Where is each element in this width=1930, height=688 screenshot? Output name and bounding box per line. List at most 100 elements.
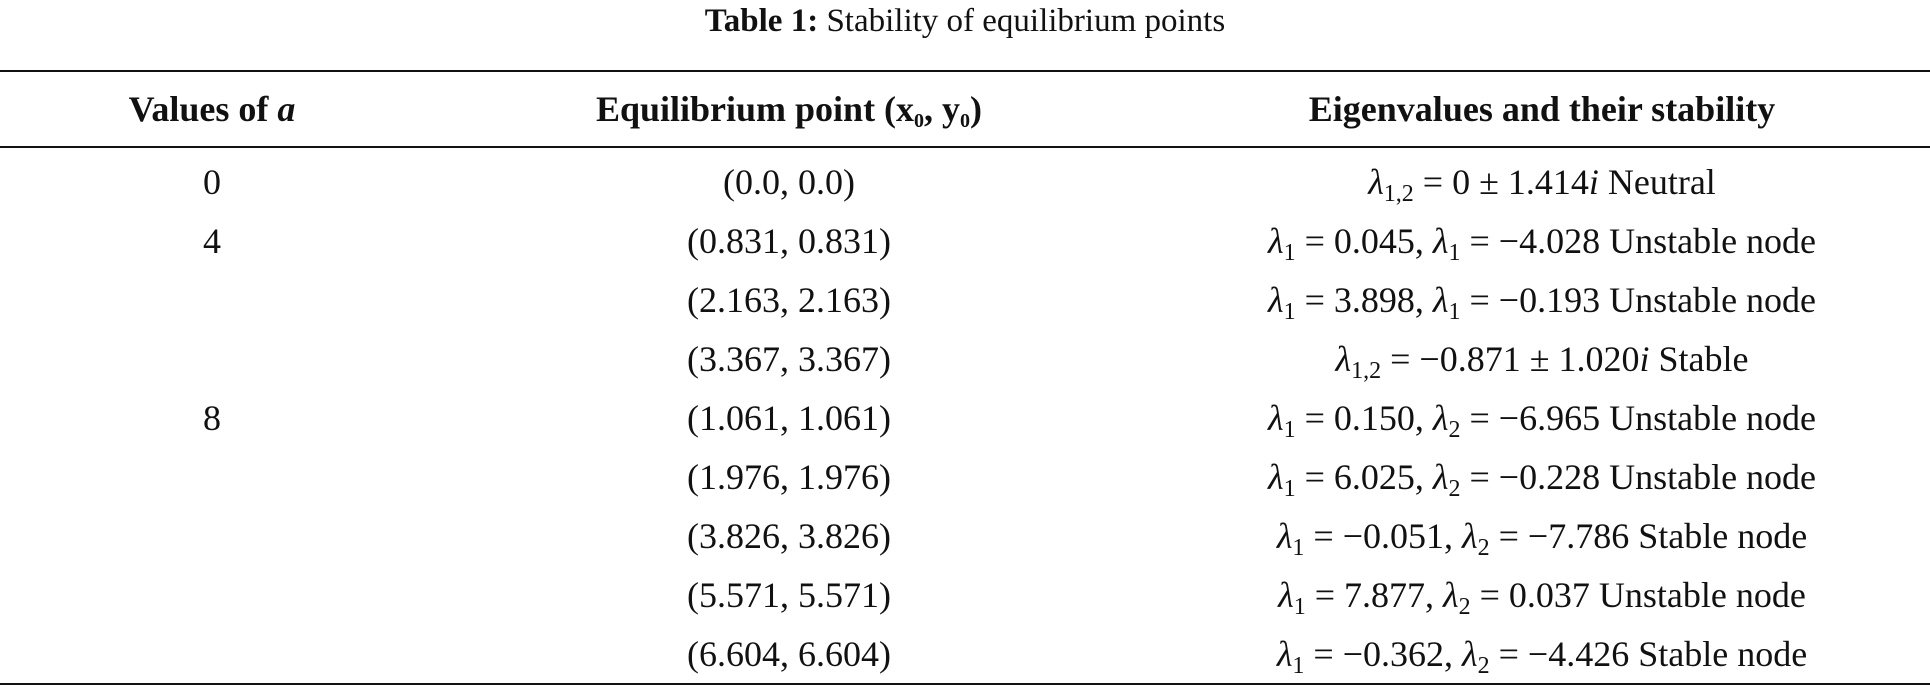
table-row: (6.604, 6.604) λ1 = −0.362, λ2 = −4.426 S…	[0, 624, 1930, 683]
table-row: (2.163, 2.163) λ1 = 3.898, λ1 = −0.193 Un…	[0, 270, 1930, 329]
lambda-symbol: λ	[1462, 515, 1478, 556]
eigenvalue-text: = 0 ± 1.414	[1413, 161, 1589, 202]
eigenvalue-text: = 0.037	[1470, 574, 1590, 615]
lambda-symbol: λ	[1368, 161, 1384, 202]
lambda-subscript: 1	[1283, 416, 1296, 443]
cell-equilibrium-point: (6.604, 6.604)	[687, 633, 891, 674]
eigenvalue-text: = −4.426	[1489, 633, 1630, 674]
eigenvalue-text: = 0.045,	[1295, 220, 1433, 261]
header-equilibrium-point: Equilibrium point (x0, y0)	[595, 89, 983, 132]
cell-value-of-a	[0, 447, 424, 506]
stability-label: Unstable node	[1600, 220, 1817, 261]
cell-eigenvalues: λ1 = −0.362, λ2 = −4.426 Stable node	[1154, 624, 1930, 683]
lambda-subscript: 2	[1477, 534, 1490, 561]
lambda-symbol: λ	[1267, 220, 1284, 261]
cell-equilibrium-point: (0.0, 0.0)	[723, 161, 855, 202]
cell-equilibrium-point: (2.163, 2.163)	[687, 279, 891, 320]
lambda-symbol: λ	[1267, 456, 1284, 497]
table-header-rule	[0, 146, 1930, 148]
table-caption: Table 1: Stability of equilibrium points	[0, 0, 1930, 42]
table-row: 4 (0.831, 0.831) λ1 = 0.045, λ1 = −4.028 U…	[0, 211, 1930, 270]
stability-label: Stable node	[1629, 515, 1808, 556]
cell-value-of-a	[0, 270, 424, 329]
eigenvalue-text: = −6.965	[1460, 397, 1601, 438]
table-row: (3.826, 3.826) λ1 = −0.051, λ2 = −7.786 S…	[0, 506, 1930, 565]
lambda-subscript: 1	[1283, 475, 1296, 502]
table-top-rule	[0, 70, 1930, 72]
cell-equilibrium-point: (1.976, 1.976)	[687, 456, 891, 497]
lambda-subscript: 1	[1292, 652, 1305, 679]
imaginary-unit: i	[1639, 338, 1650, 379]
eigenvalue-text: = −0.228	[1460, 456, 1601, 497]
lambda-symbol: λ	[1278, 574, 1294, 615]
table-caption-label: Table 1:	[704, 3, 819, 39]
stability-label: Unstable node	[1600, 279, 1817, 320]
eigenvalue-text: = −0.362,	[1304, 633, 1463, 674]
lambda-subscript: 2	[1458, 593, 1471, 620]
table-body: 0 (0.0, 0.0) λ1,2 = 0 ± 1.414i Neutral 4 (0.…	[0, 146, 1930, 683]
stability-label: Unstable node	[1589, 574, 1806, 615]
stability-label: Stable node	[1629, 633, 1808, 674]
lambda-subscript: 1,2	[1351, 357, 1382, 384]
cell-value-of-a	[0, 565, 424, 624]
cell-value-of-a: 4	[203, 220, 221, 261]
lambda-symbol: λ	[1267, 279, 1284, 320]
lambda-subscript: 2	[1448, 475, 1461, 502]
lambda-subscript: 1	[1283, 298, 1296, 325]
cell-value-of-a: 0	[203, 161, 221, 202]
cell-eigenvalues: λ1 = 3.898, λ1 = −0.193 Unstable node	[1154, 270, 1930, 329]
lambda-subscript: 1	[1292, 534, 1305, 561]
table-row: (5.571, 5.571) λ1 = 7.877, λ2 = 0.037 Uns…	[0, 565, 1930, 624]
lambda-subscript: 2	[1448, 416, 1461, 443]
lambda-subscript: 1	[1283, 239, 1296, 266]
eigenvalue-text: = 0.150,	[1295, 397, 1433, 438]
eigenvalue-text: = 7.877,	[1305, 574, 1444, 615]
table-bottom-rule	[0, 683, 1930, 685]
imaginary-unit: i	[1588, 161, 1599, 202]
lambda-symbol: λ	[1443, 574, 1459, 615]
stability-table: Values of a Equilibrium point (x0, y0) E…	[0, 72, 1930, 683]
eigenvalue-text: = −7.786	[1489, 515, 1630, 556]
stability-label: Stable	[1649, 338, 1749, 379]
table-row: (3.367, 3.367) λ1,2 = −0.871 ± 1.020i Sta…	[0, 329, 1930, 388]
lambda-symbol: λ	[1462, 633, 1478, 674]
eigenvalue-text: = −0.051,	[1304, 515, 1463, 556]
cell-eigenvalues: λ1 = 0.045, λ1 = −4.028 Unstable node	[1154, 211, 1930, 270]
cell-eigenvalues: λ1 = −0.051, λ2 = −7.786 Stable node	[1154, 506, 1930, 565]
header-eigenvalues-stability: Eigenvalues and their stability	[1308, 89, 1776, 129]
lambda-subscript: 1,2	[1383, 180, 1414, 207]
cell-equilibrium-point: (0.831, 0.831)	[687, 220, 891, 261]
eigenvalue-text: = −4.028	[1460, 220, 1601, 261]
cell-equilibrium-point: (3.826, 3.826)	[687, 515, 891, 556]
cell-eigenvalues: λ1 = 6.025, λ2 = −0.228 Unstable node	[1154, 447, 1930, 506]
stability-label: Neutral	[1598, 161, 1716, 202]
cell-eigenvalues: λ1 = 7.877, λ2 = 0.037 Unstable node	[1154, 565, 1930, 624]
lambda-symbol: λ	[1432, 456, 1449, 497]
eigenvalue-text: = 6.025,	[1295, 456, 1433, 497]
table-header-row: Values of a Equilibrium point (x0, y0) E…	[0, 72, 1930, 146]
cell-eigenvalues: λ1 = 0.150, λ2 = −6.965 Unstable node	[1154, 388, 1930, 447]
cell-value-of-a	[0, 506, 424, 565]
lambda-symbol: λ	[1432, 279, 1449, 320]
table-row: 0 (0.0, 0.0) λ1,2 = 0 ± 1.414i Neutral	[0, 146, 1930, 211]
cell-equilibrium-point: (5.571, 5.571)	[687, 574, 891, 615]
table-row: (1.976, 1.976) λ1 = 6.025, λ2 = −0.228 Un…	[0, 447, 1930, 506]
stability-label: Unstable node	[1600, 397, 1817, 438]
cell-eigenvalues: λ1,2 = 0 ± 1.414i Neutral	[1154, 146, 1930, 211]
lambda-symbol: λ	[1432, 397, 1449, 438]
cell-eigenvalues: λ1,2 = −0.871 ± 1.020i Stable	[1154, 329, 1930, 388]
lambda-symbol: λ	[1276, 515, 1293, 556]
lambda-subscript: 1	[1293, 593, 1306, 620]
stability-label: Unstable node	[1600, 456, 1817, 497]
table-row: 8 (1.061, 1.061) λ1 = 0.150, λ2 = −6.965 U…	[0, 388, 1930, 447]
table-caption-text: Stability of equilibrium points	[818, 3, 1226, 39]
cell-equilibrium-point: (1.061, 1.061)	[687, 397, 891, 438]
lambda-symbol: λ	[1267, 397, 1284, 438]
lambda-symbol: λ	[1276, 633, 1293, 674]
cell-value-of-a	[0, 624, 424, 683]
lambda-subscript: 1	[1448, 239, 1461, 266]
cell-equilibrium-point: (3.367, 3.367)	[687, 338, 891, 379]
eigenvalue-text: = −0.193	[1460, 279, 1601, 320]
lambda-symbol: λ	[1432, 220, 1449, 261]
lambda-subscript: 2	[1477, 652, 1490, 679]
